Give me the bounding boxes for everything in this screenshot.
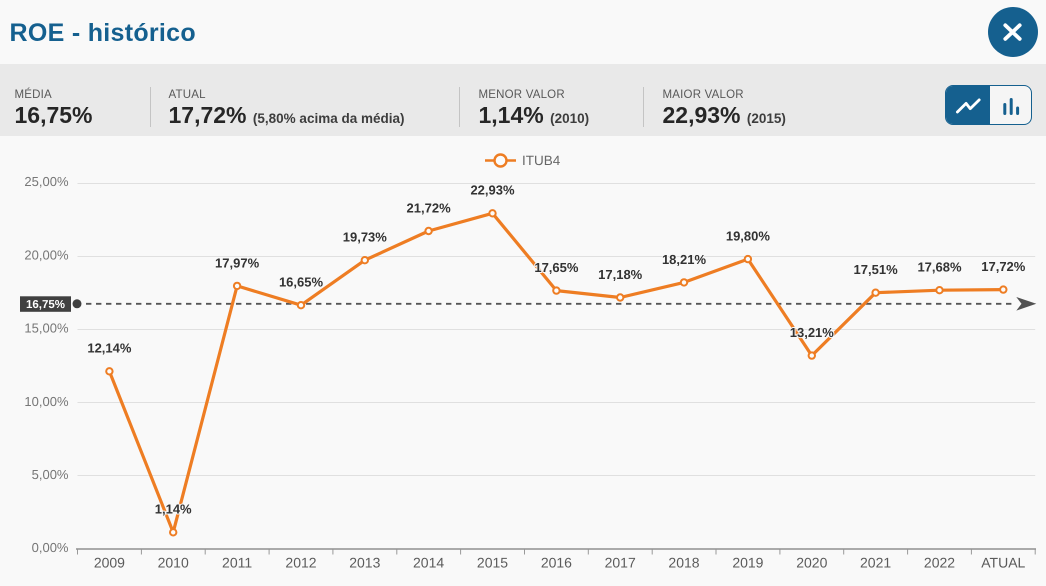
svg-text:22,93%: 22,93% xyxy=(470,183,515,198)
svg-text:18,21%: 18,21% xyxy=(662,252,707,267)
svg-text:25,00%: 25,00% xyxy=(24,174,69,189)
svg-text:5,00%: 5,00% xyxy=(32,467,69,482)
svg-text:12,14%: 12,14% xyxy=(87,341,132,356)
svg-text:2014: 2014 xyxy=(413,555,444,571)
svg-text:2009: 2009 xyxy=(94,555,125,571)
svg-text:2019: 2019 xyxy=(732,555,763,571)
svg-text:2015: 2015 xyxy=(477,555,508,571)
svg-text:2012: 2012 xyxy=(285,555,316,571)
svg-text:20,00%: 20,00% xyxy=(24,247,69,262)
svg-text:16,65%: 16,65% xyxy=(279,275,324,290)
svg-text:17,68%: 17,68% xyxy=(917,260,962,275)
svg-text:ATUAL: ATUAL xyxy=(981,555,1025,571)
svg-text:19,73%: 19,73% xyxy=(343,230,388,245)
svg-text:10,00%: 10,00% xyxy=(24,394,69,409)
svg-text:17,51%: 17,51% xyxy=(854,262,899,277)
svg-text:21,72%: 21,72% xyxy=(407,200,452,215)
svg-text:16,75%: 16,75% xyxy=(26,299,65,311)
svg-text:17,97%: 17,97% xyxy=(215,255,260,270)
svg-text:2011: 2011 xyxy=(222,555,252,571)
svg-text:2017: 2017 xyxy=(605,555,636,571)
svg-text:2020: 2020 xyxy=(796,555,827,571)
svg-text:17,18%: 17,18% xyxy=(598,267,643,282)
svg-text:13,21%: 13,21% xyxy=(790,325,835,340)
svg-text:0,00%: 0,00% xyxy=(32,540,69,555)
svg-text:15,00%: 15,00% xyxy=(24,321,69,336)
svg-text:2022: 2022 xyxy=(924,555,955,571)
svg-text:17,65%: 17,65% xyxy=(534,260,579,275)
svg-text:ITUB4: ITUB4 xyxy=(522,153,561,168)
svg-text:1,14%: 1,14% xyxy=(155,502,192,517)
svg-text:2010: 2010 xyxy=(158,555,189,571)
svg-text:2016: 2016 xyxy=(541,555,572,571)
svg-text:17,72%: 17,72% xyxy=(981,259,1026,274)
svg-text:2013: 2013 xyxy=(349,555,380,571)
svg-text:2018: 2018 xyxy=(668,555,699,571)
svg-text:19,80%: 19,80% xyxy=(726,229,771,244)
svg-text:2021: 2021 xyxy=(860,555,891,571)
